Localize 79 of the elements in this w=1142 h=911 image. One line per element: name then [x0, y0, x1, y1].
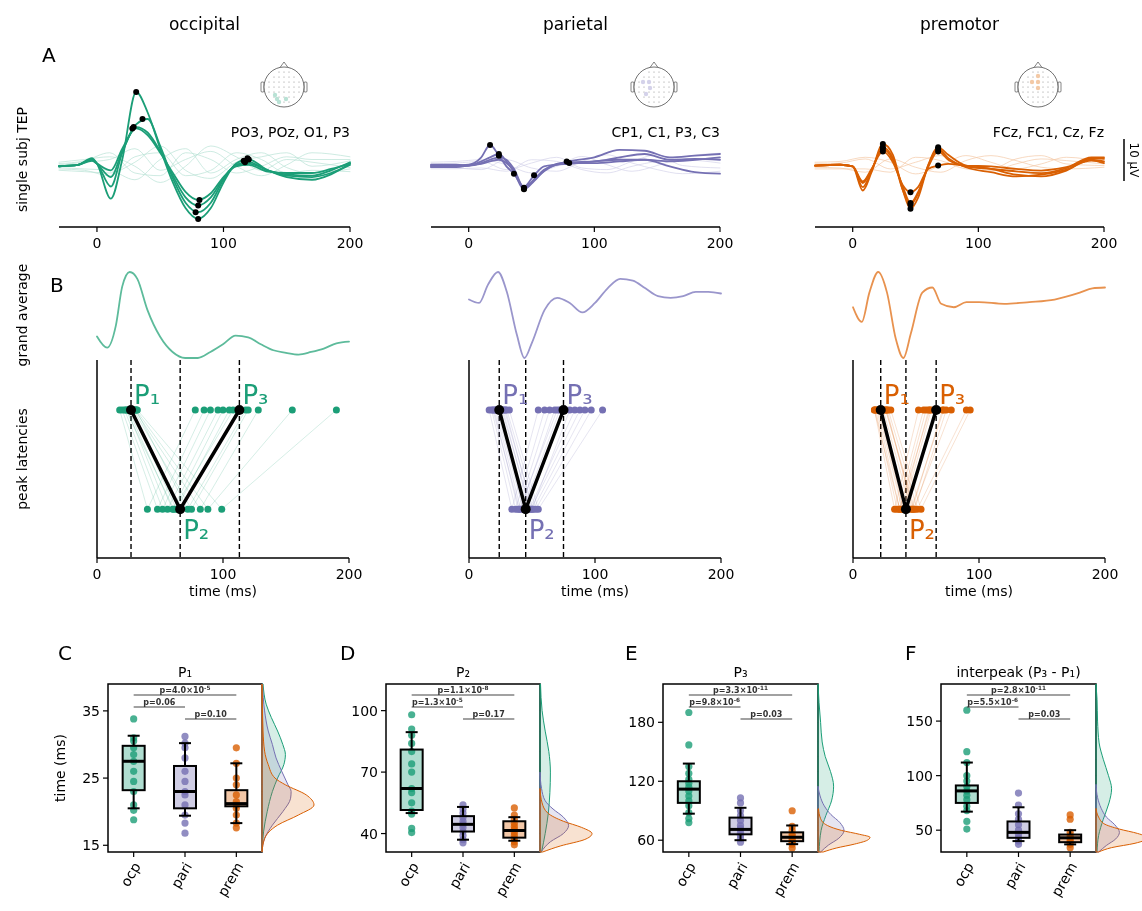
annotation: p=0.03 — [1028, 710, 1061, 719]
annotation: p=2.8×10$^{-11}$ — [991, 685, 1046, 695]
chart-title: interpeak (P₃ - P₁) — [956, 664, 1081, 680]
y-axis-title: peak latencies — [14, 408, 30, 510]
text: A — [42, 43, 56, 67]
annotation: P₁ — [502, 380, 529, 410]
x-tick-label: 0 — [848, 235, 858, 251]
y-tick-label: 180 — [628, 714, 655, 731]
x-tick-label: ocp — [117, 859, 144, 890]
chart-title: premotor — [920, 14, 999, 34]
x-tick-label: 100 — [581, 566, 609, 582]
text: 10 µV — [1127, 142, 1141, 179]
annotation: P₃ — [939, 380, 966, 410]
annotation: P₁ — [134, 380, 161, 410]
chart-title: P₁ — [177, 664, 193, 680]
annotation: P₂ — [183, 515, 210, 546]
y-tick-label: 120 — [628, 773, 655, 790]
y-tick-label: 70 — [360, 764, 378, 781]
x-tick-label: 0 — [464, 566, 474, 582]
chart-title: occipital — [168, 14, 241, 34]
y-axis-title: time (ms) — [52, 734, 68, 802]
y-tick-label: 25 — [82, 770, 100, 787]
x-axis-title: time (ms) — [945, 583, 1013, 599]
x-tick-label: 100 — [965, 566, 993, 582]
annotation: PO3, POz, O1, P3 — [230, 124, 350, 140]
x-tick-label: 200 — [1090, 235, 1118, 251]
x-tick-label: 200 — [707, 566, 735, 582]
chart-title: P₂ — [455, 664, 471, 680]
annotation: p=0.17 — [472, 710, 505, 719]
text: F — [905, 641, 917, 665]
annotation: P₃ — [566, 380, 593, 410]
x-tick-label: 100 — [210, 235, 237, 251]
chart-title: parietal — [542, 14, 609, 34]
x-tick-label: 0 — [464, 235, 474, 251]
x-tick-label: 100 — [580, 235, 608, 251]
annotation: p=0.06 — [143, 698, 176, 707]
y-tick-label: 40 — [360, 825, 378, 842]
annotation: P₃ — [242, 380, 269, 410]
x-tick-label: ocp — [672, 859, 699, 890]
annotation: P₂ — [908, 515, 936, 546]
x-tick-label: 200 — [335, 566, 363, 582]
x-tick-label: 0 — [92, 566, 102, 582]
x-tick-label: 100 — [209, 566, 237, 582]
text: D — [340, 641, 356, 665]
text: B — [50, 273, 64, 297]
x-axis-title: time (ms) — [189, 583, 257, 599]
chart-title: P₃ — [733, 664, 748, 680]
x-tick-label: ocp — [950, 859, 977, 890]
annotation: p=5.5×10$^{-6}$ — [967, 697, 1019, 707]
text: E — [625, 641, 638, 665]
text: CP1, C1, P3, C3 — [611, 124, 720, 140]
x-tick-label: 100 — [964, 235, 992, 251]
annotation: p=9.8×10$^{-6}$ — [689, 697, 741, 707]
annotation: p=4.0×10$^{-5}$ — [159, 685, 211, 695]
annotation: p=0.03 — [750, 710, 783, 719]
y-tick-label: 100 — [906, 767, 933, 784]
x-tick-label: 0 — [848, 566, 858, 582]
y-tick-label: 150 — [906, 713, 933, 730]
x-tick-label: 200 — [336, 235, 364, 251]
x-axis-title: time (ms) — [561, 583, 629, 599]
text: C — [58, 641, 72, 665]
y-tick-label: 15 — [82, 837, 100, 854]
annotation: p=3.3×10$^{-11}$ — [713, 685, 768, 695]
y-axis-title: grand average — [14, 263, 30, 367]
x-tick-label: ocp — [395, 859, 422, 890]
y-tick-label: 35 — [82, 702, 100, 719]
annotation: p=1.1×10$^{-8}$ — [437, 685, 489, 695]
y-tick-label: 60 — [637, 832, 655, 849]
text: FCz, FC1, Cz, Fz — [992, 124, 1104, 140]
annotation: P₁ — [883, 380, 910, 410]
x-tick-label: 200 — [706, 235, 734, 251]
annotation: P₂ — [528, 515, 555, 546]
annotation: p=1.3×10$^{-5}$ — [411, 697, 463, 707]
x-tick-label: 0 — [92, 235, 102, 251]
annotation: p=0.10 — [194, 710, 228, 719]
x-tick-label: 200 — [1091, 566, 1119, 582]
y-tick-label: 50 — [915, 822, 933, 839]
y-tick-label: 100 — [351, 702, 378, 719]
y-axis-title: single subj TEP — [14, 106, 30, 213]
